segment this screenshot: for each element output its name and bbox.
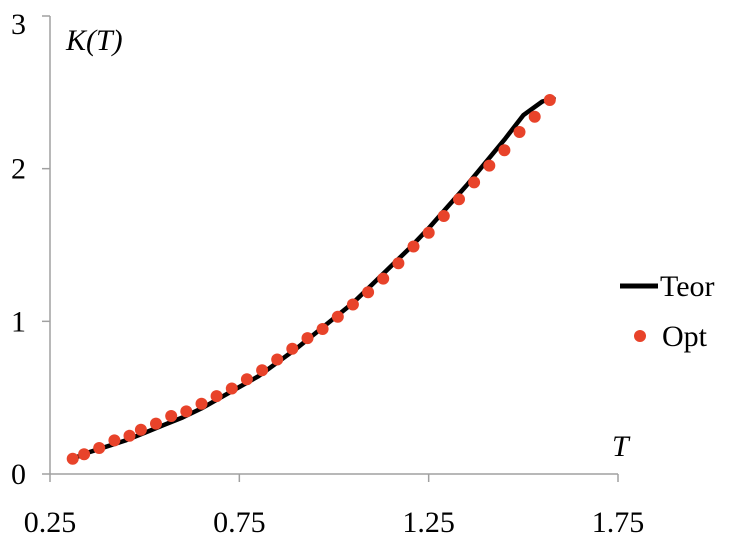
data-point-opt — [286, 342, 299, 355]
y-tick-label: 1 — [11, 305, 26, 338]
x-tick-label: 0.25 — [24, 506, 77, 539]
x-ticks: 0.25 0.75 1.25 1.75 — [24, 474, 645, 539]
data-point-opt — [108, 434, 121, 447]
data-point-opt — [78, 448, 91, 461]
x-tick-label: 0.75 — [213, 506, 266, 539]
data-point-opt — [407, 240, 420, 253]
data-point-opt — [180, 405, 193, 418]
data-point-opt — [165, 410, 178, 422]
data-point-opt — [66, 452, 79, 465]
data-point-opt — [468, 176, 481, 189]
legend-marker-opt — [634, 330, 646, 342]
data-point-opt — [271, 353, 284, 366]
y-tick-label: 2 — [11, 153, 26, 186]
legend-label-teor: Teor — [660, 270, 715, 303]
data-point-opt — [392, 257, 405, 270]
x-tick-label: 1.25 — [402, 506, 455, 539]
data-point-opt — [498, 144, 511, 157]
y-tick-label: 3 — [11, 8, 26, 41]
data-point-opt — [437, 210, 450, 222]
data-point-opt — [422, 226, 435, 239]
data-point-opt — [93, 442, 106, 454]
data-point-opt — [256, 364, 269, 377]
x-tick-label: 1.75 — [592, 506, 645, 539]
data-point-opt — [362, 286, 375, 299]
data-point-opt — [483, 159, 496, 172]
data-point-opt — [528, 110, 541, 123]
data-point-opt — [134, 423, 147, 436]
y-tick-label: 0 — [11, 458, 26, 491]
data-point-opt — [240, 373, 253, 386]
y-axis-title: K(T) — [65, 24, 123, 57]
data-point-opt — [543, 94, 556, 106]
legend: Teor Opt — [620, 270, 715, 353]
data-point-opt — [123, 429, 136, 442]
data-point-opt — [513, 126, 526, 138]
legend-label-opt: Opt — [662, 320, 708, 353]
y-ticks: 0 1 2 3 — [11, 8, 50, 491]
series-line-teor — [70, 96, 556, 461]
data-point-opt — [316, 323, 329, 335]
plot-area — [66, 94, 556, 465]
data-point-opt — [210, 390, 223, 403]
data-point-opt — [150, 417, 162, 430]
data-point-opt — [331, 310, 344, 323]
data-point-opt — [195, 397, 208, 410]
x-axis-title: T — [612, 430, 631, 463]
data-point-opt — [377, 272, 390, 285]
data-point-opt — [453, 193, 465, 206]
data-point-opt — [301, 332, 314, 345]
data-point-opt — [346, 298, 359, 311]
data-point-opt — [225, 382, 238, 395]
